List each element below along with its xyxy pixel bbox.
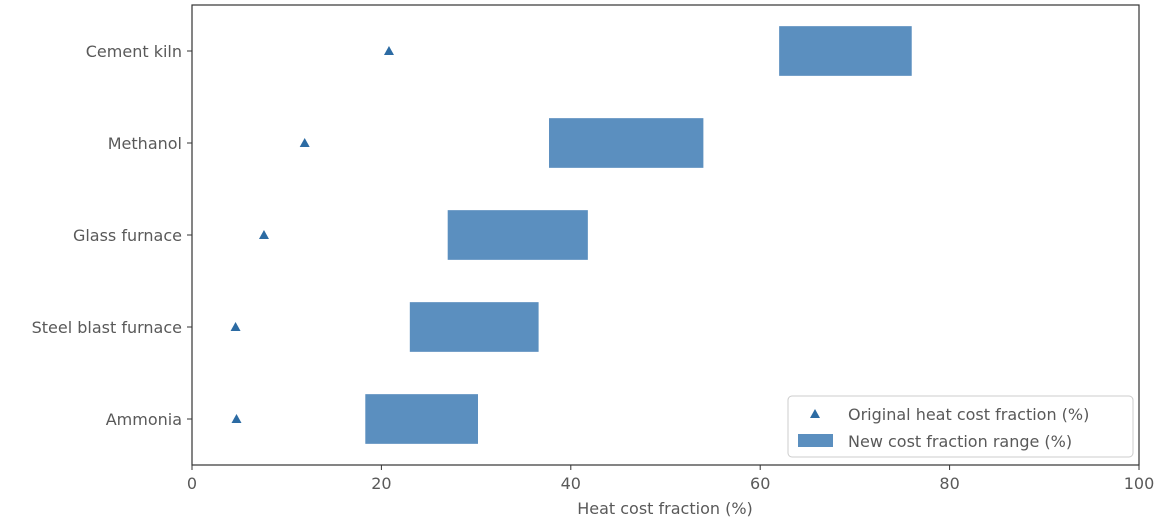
x-axis-title: Heat cost fraction (%) — [577, 499, 753, 518]
x-tick-label-20: 20 — [371, 474, 391, 493]
legend-swatch-range — [798, 434, 833, 447]
y-tick-label-ammonia: Ammonia — [106, 410, 182, 429]
legend: Original heat cost fraction (%) New cost… — [787, 395, 1134, 458]
y-axis: Cement kiln Methanol Glass furnace Steel bl… — [32, 42, 192, 429]
y-tick-label-glass-furnace: Glass furnace — [73, 226, 182, 245]
legend-label-original: Original heat cost fraction (%) — [848, 405, 1089, 424]
range-bars — [365, 26, 912, 444]
x-tick-label-0: 0 — [187, 474, 197, 493]
x-tick-label-60: 60 — [750, 474, 770, 493]
x-tick-label-100: 100 — [1124, 474, 1155, 493]
range-bar-methanol — [549, 118, 704, 168]
legend-label-range: New cost fraction range (%) — [848, 432, 1072, 451]
range-bar-ammonia — [365, 394, 478, 444]
marker-ammonia — [231, 414, 242, 423]
original-markers — [230, 46, 394, 423]
range-bar-cement-kiln — [779, 26, 912, 76]
marker-methanol — [299, 138, 310, 147]
legend-triangle-icon — [810, 409, 820, 418]
marker-steel-blast-furnace — [230, 322, 241, 331]
marker-glass-furnace — [258, 230, 269, 239]
range-bar-steel-blast-furnace — [409, 302, 539, 352]
y-tick-label-methanol: Methanol — [108, 134, 182, 153]
x-tick-label-40: 40 — [561, 474, 581, 493]
x-tick-label-80: 80 — [939, 474, 959, 493]
legend-box — [787, 395, 1134, 458]
range-bar-glass-furnace — [447, 210, 588, 260]
y-tick-label-cement-kiln: Cement kiln — [86, 42, 182, 61]
y-tick-label-steel-blast-furnace: Steel blast furnace — [32, 318, 182, 337]
x-axis: 0 20 40 60 80 100 — [187, 465, 1154, 493]
marker-cement-kiln — [383, 46, 394, 55]
